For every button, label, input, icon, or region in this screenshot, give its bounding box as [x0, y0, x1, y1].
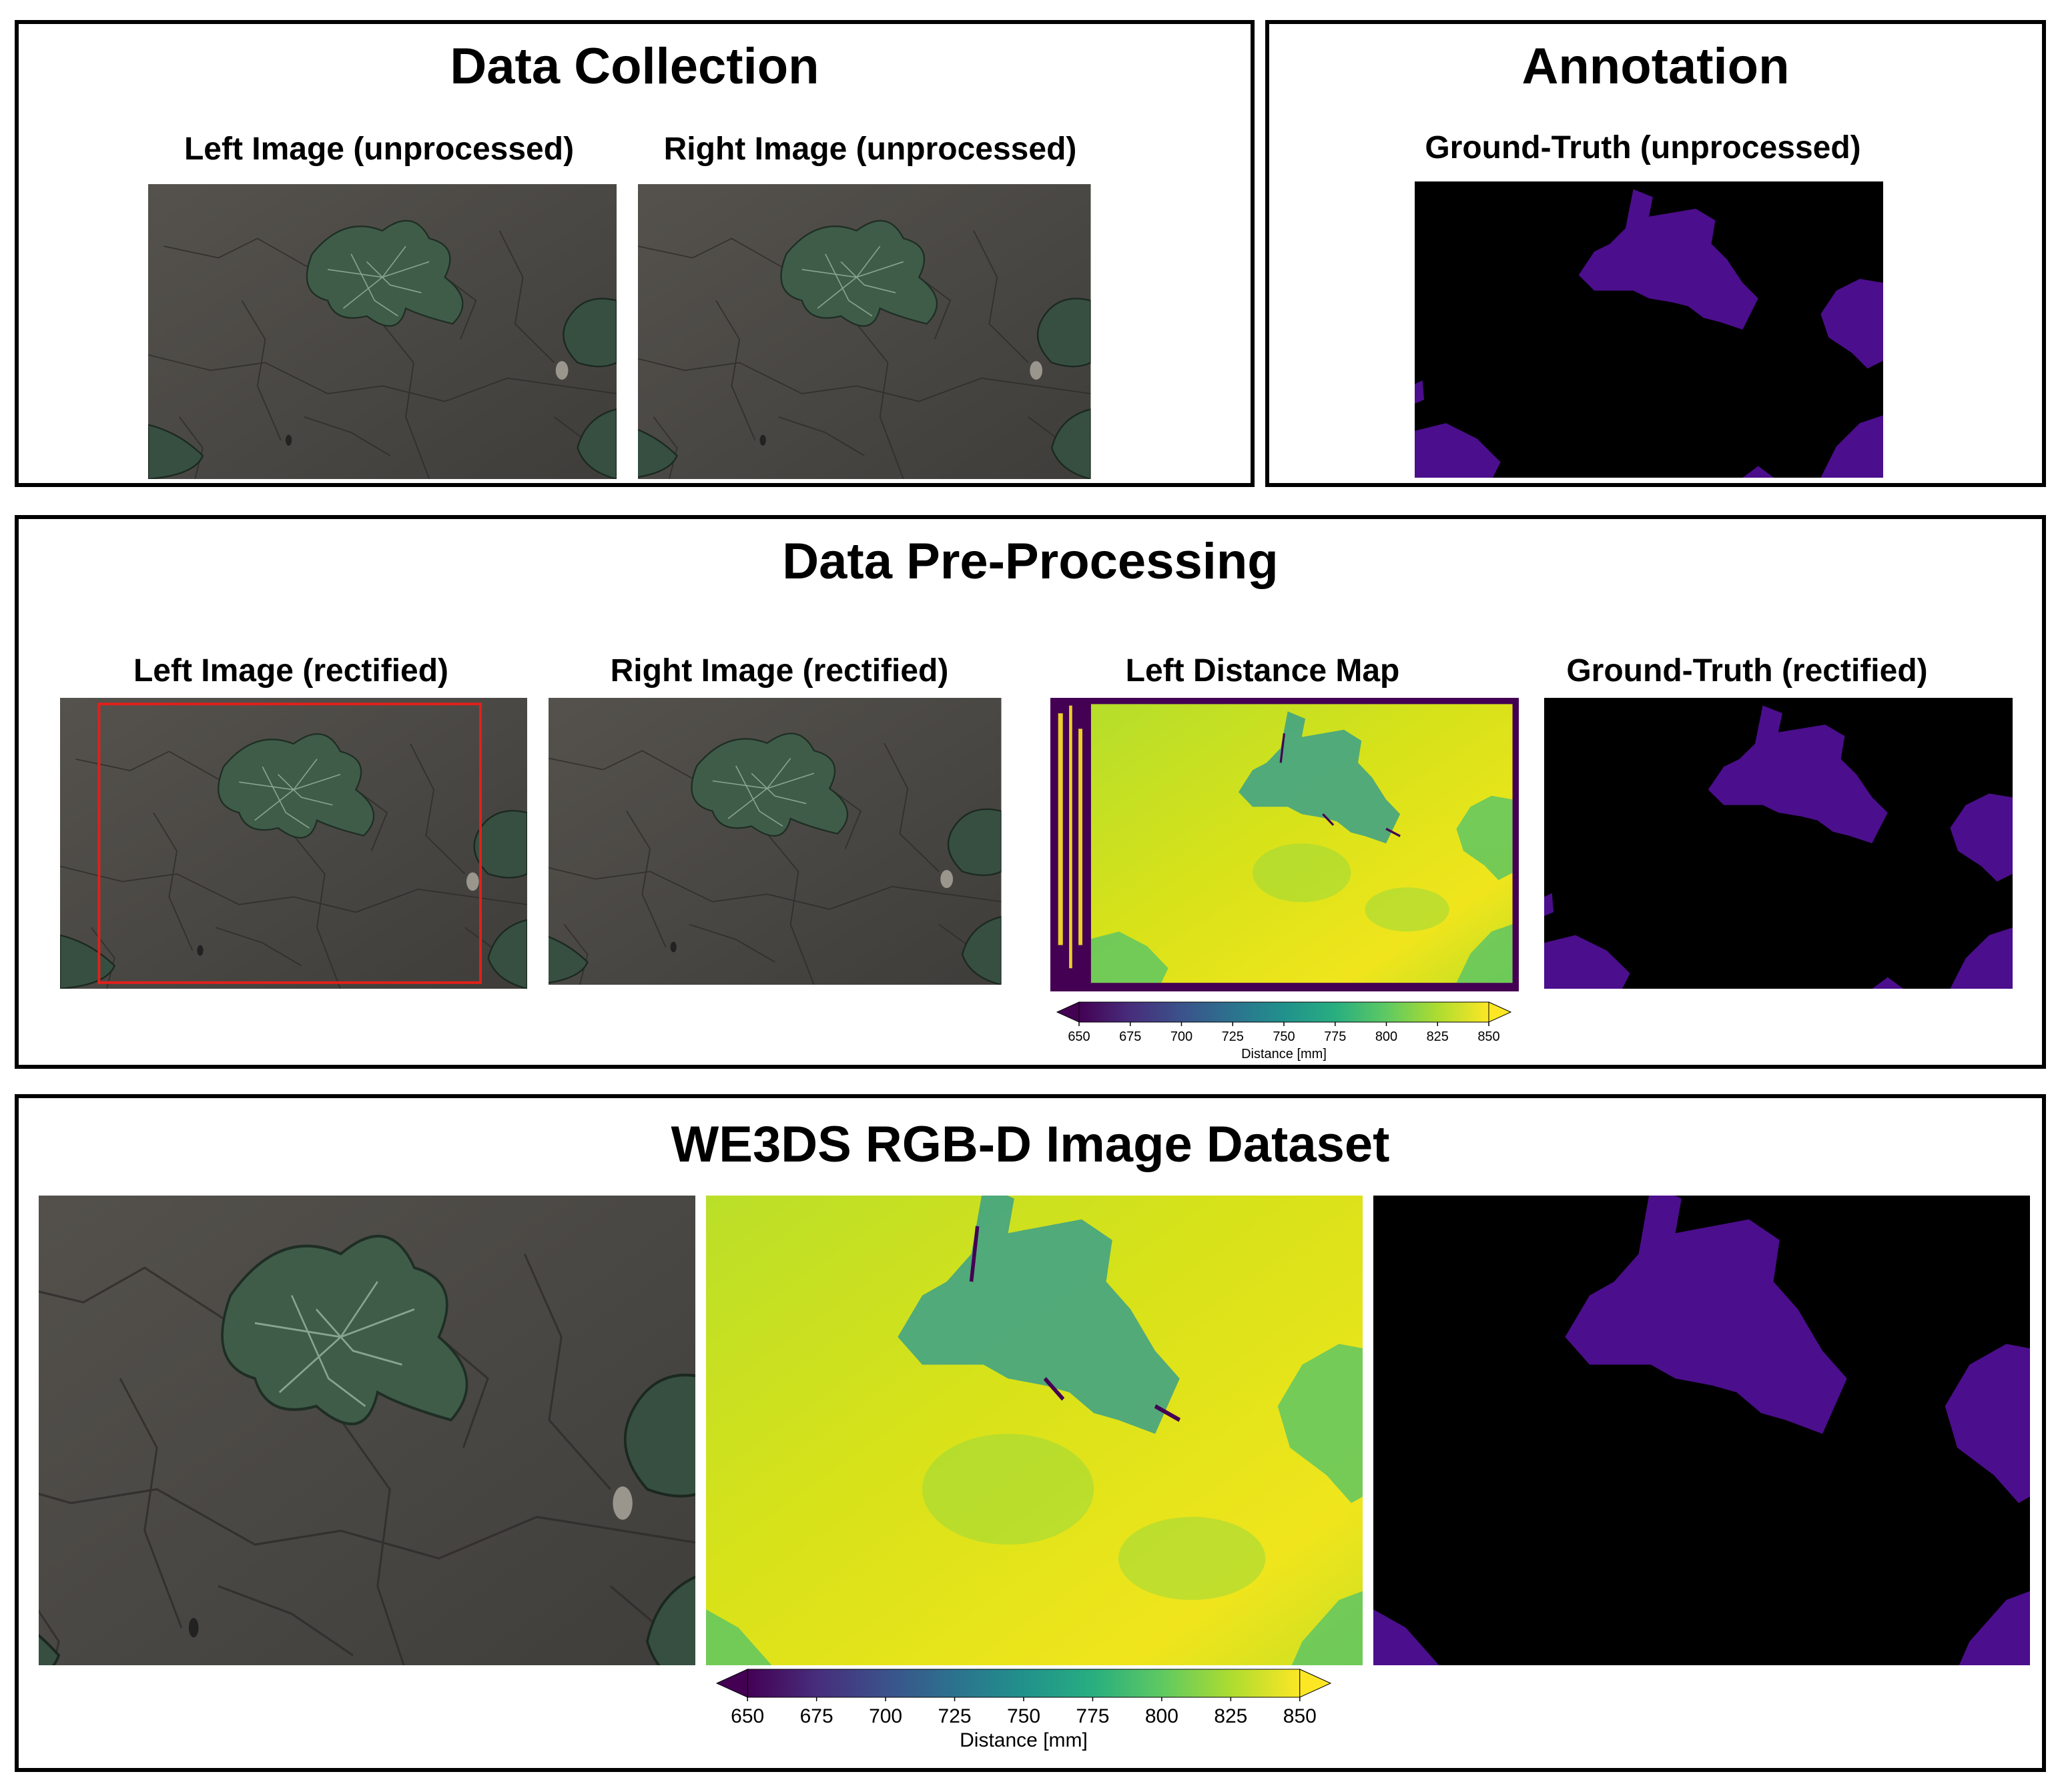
dataset-rgb-image	[39, 1196, 695, 1665]
cbar-large-tick-label: 650	[731, 1705, 764, 1727]
data-collection-panel: Data Collection Left Image (unprocessed)…	[15, 20, 1255, 487]
right-image-unprocessed	[638, 184, 1106, 479]
cbar-large-tick-label: 825	[1214, 1705, 1247, 1727]
ground-truth-rectified-label: Ground-Truth (rectified)	[1566, 653, 1928, 689]
left-image-rectified-label: Left Image (rectified)	[133, 653, 449, 689]
cbar-small-tick-label: 725	[1222, 1029, 1244, 1044]
cbar-large-tick-label: 700	[869, 1705, 902, 1727]
crop-region-box	[97, 703, 482, 984]
preprocessing-panel: Data Pre-Processing Left Image (rectifie…	[15, 515, 2046, 1069]
right-image-rectified-label: Right Image (rectified)	[610, 653, 949, 689]
distance-colorbar-large: 650 675 700 725 750 775 800 825 850 Distance [mm]	[715, 1667, 1357, 1767]
preprocessing-title: Data Pre-Processing	[782, 533, 1279, 590]
cbar-small-axis-label: Distance [mm]	[1241, 1047, 1327, 1061]
cbar-small-tick-label: 775	[1324, 1029, 1346, 1044]
cbar-small-gradient-bar	[1078, 1001, 1489, 1023]
right-image-rectified	[549, 698, 1017, 985]
left-image-unprocessed-label: Left Image (unprocessed)	[184, 131, 575, 167]
cbar-large-tick-label: 850	[1283, 1705, 1317, 1727]
cbar-small-tick-label: 800	[1375, 1029, 1397, 1044]
left-image-unprocessed	[148, 184, 617, 479]
dataset-panel: WE3DS RGB-D Image Dataset 650 675 700 725 75…	[15, 1094, 2046, 1772]
cbar-large-tick-label: 775	[1076, 1705, 1109, 1727]
cbar-small-tick-label: 750	[1273, 1029, 1295, 1044]
cbar-small-tick-label: 700	[1170, 1029, 1192, 1044]
cbar-large-tick-label: 725	[938, 1705, 972, 1727]
left-distance-map-label: Left Distance Map	[1125, 653, 1400, 689]
cbar-large-max-extend-arrow	[1299, 1669, 1332, 1698]
cbar-small-tick-label: 850	[1477, 1029, 1499, 1044]
data-collection-title: Data Collection	[450, 38, 819, 95]
distance-colorbar-small: 650 675 700 725 750 775 800 825 850 Distance [mm]	[1056, 999, 1512, 1061]
cbar-small-tick-label: 825	[1427, 1029, 1449, 1044]
cbar-large-axis-label: Distance [mm]	[960, 1729, 1088, 1751]
cbar-large-tick-label: 800	[1145, 1705, 1178, 1727]
cbar-small-max-extend-arrow	[1488, 1001, 1512, 1023]
cbar-small-min-extend-arrow	[1056, 1001, 1080, 1023]
dataset-ground-truth	[1373, 1196, 2030, 1665]
left-image-rectified	[60, 698, 527, 989]
annotation-panel: Annotation Ground-Truth (unprocessed)	[1265, 20, 2046, 487]
cbar-large-tick-label: 675	[800, 1705, 833, 1727]
cbar-large-tick-label: 750	[1007, 1705, 1040, 1727]
cbar-large-gradient-bar	[747, 1669, 1301, 1698]
cbar-small-tick-label: 650	[1068, 1029, 1090, 1044]
dataset-distance-map	[706, 1196, 1363, 1665]
cbar-small-tick-label: 675	[1119, 1029, 1141, 1044]
dataset-title: WE3DS RGB-D Image Dataset	[671, 1116, 1390, 1173]
ground-truth-unprocessed-label: Ground-Truth (unprocessed)	[1425, 130, 1861, 165]
left-distance-map	[1050, 698, 1519, 991]
ground-truth-rectified	[1544, 698, 2013, 989]
right-image-unprocessed-label: Right Image (unprocessed)	[663, 131, 1077, 167]
ground-truth-unprocessed	[1415, 181, 1883, 478]
cbar-large-min-extend-arrow	[715, 1669, 748, 1698]
annotation-title: Annotation	[1521, 38, 1790, 95]
